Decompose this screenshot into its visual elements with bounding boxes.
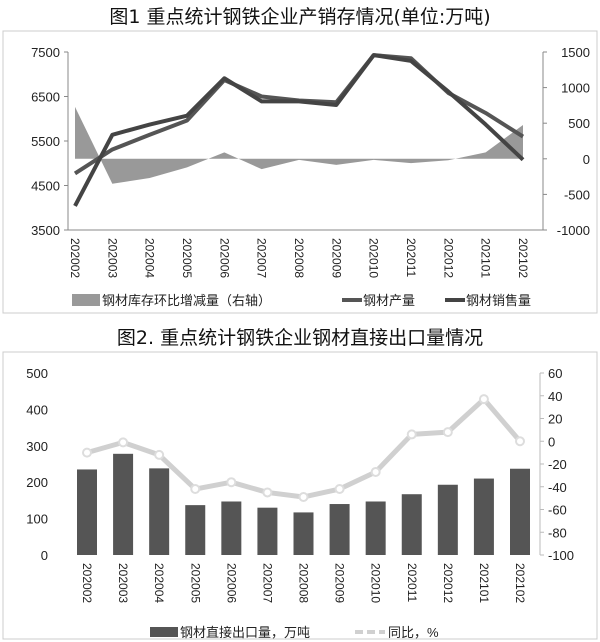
right-tick-label: 40 <box>548 389 562 404</box>
chart1-title: 图1 重点统计钢铁企业产销存情况(单位:万吨) <box>109 6 491 28</box>
chart-frame <box>2 30 598 314</box>
x-tick-label: 202102 <box>516 238 530 278</box>
right-tick-label: 0 <box>548 434 555 449</box>
export-bar <box>473 478 494 555</box>
right-tick-label: -1000 <box>557 223 590 238</box>
x-tick-label: 202006 <box>224 563 238 603</box>
legend-label-production: 钢材产量 <box>363 293 415 308</box>
chart2-title: 图2. 重点统计钢铁企业钢材直接出口量情况 <box>116 327 484 349</box>
yoy-point <box>154 449 165 460</box>
right-tick-label: 500 <box>568 116 590 131</box>
yoy-point <box>406 429 417 440</box>
x-tick-label: 202007 <box>255 238 269 278</box>
x-tick-label: 202009 <box>329 238 343 278</box>
yoy-point <box>262 487 273 498</box>
x-tick-label: 202002 <box>80 563 94 603</box>
right-tick-label: -100 <box>548 548 574 563</box>
legend-swatch-export <box>150 627 178 637</box>
right-tick-label: -40 <box>548 480 567 495</box>
yoy-point <box>334 484 345 495</box>
yoy-point <box>118 437 129 448</box>
x-tick-label: 202010 <box>367 238 381 278</box>
yoy-point <box>298 491 309 502</box>
left-tick-label: 100 <box>26 512 48 527</box>
export-bar <box>401 494 422 555</box>
x-tick-label: 202003 <box>105 238 119 278</box>
yoy-point <box>226 477 237 488</box>
x-tick-label: 202003 <box>116 563 130 603</box>
x-tick-label: 202102 <box>513 563 527 603</box>
yoy-point <box>82 447 92 458</box>
x-tick-label: 202101 <box>477 563 491 603</box>
x-tick-label: 202012 <box>441 238 455 278</box>
export-bar <box>185 505 206 555</box>
legend-label-yoy: 同比，% <box>388 625 439 640</box>
left-tick-label: 5500 <box>31 134 60 149</box>
sales-line <box>73 53 525 207</box>
legend-label-inventory: 钢材库存环比增减量（右轴） <box>102 293 271 308</box>
chart-frame <box>2 351 598 640</box>
x-tick-label: 202004 <box>152 563 166 603</box>
yoy-point <box>190 484 201 495</box>
export-bar <box>365 501 386 555</box>
x-tick-label: 202005 <box>188 563 202 603</box>
legend-label-sales: 钢材销售量 <box>466 293 531 308</box>
chart1: 7500 6500 5500 4500 3500 1500 1000 500 0 -500 -100… <box>2 30 598 314</box>
left-tick-label: 4500 <box>31 179 60 194</box>
x-tick-label: 202005 <box>180 238 194 278</box>
x-tick-label: 202008 <box>297 563 311 603</box>
yoy-point <box>515 436 525 447</box>
x-tick-label: 202011 <box>404 238 418 277</box>
left-tick-label: 200 <box>26 475 48 490</box>
x-tick-label: 202012 <box>441 563 455 603</box>
right-tick-label: 60 <box>548 366 562 381</box>
x-tick-label: 202004 <box>143 238 157 278</box>
right-tick-label: 20 <box>548 412 562 427</box>
right-tick-label: -80 <box>548 525 567 540</box>
left-tick-label: 500 <box>26 366 48 381</box>
x-tick-label: 202008 <box>292 238 306 278</box>
left-tick-label: 0 <box>41 548 48 563</box>
export-bar <box>77 469 97 555</box>
export-bar <box>293 512 314 555</box>
right-tick-label: -60 <box>548 503 567 518</box>
right-tick-label: -20 <box>548 457 567 472</box>
legend-swatch-inventory <box>72 294 100 306</box>
left-tick-label: 300 <box>26 439 48 454</box>
right-tick-label: 0 <box>583 152 590 167</box>
x-tick-label: 202009 <box>333 563 347 603</box>
x-tick-label: 202002 <box>68 238 82 278</box>
left-tick-label: 3500 <box>31 223 60 238</box>
x-tick-label: 202101 <box>479 238 493 278</box>
export-bar <box>257 507 278 555</box>
right-tick-label: 1000 <box>561 81 590 96</box>
export-bar <box>437 484 458 555</box>
left-tick-label: 400 <box>26 402 48 417</box>
x-tick-label: 202007 <box>260 563 274 603</box>
yoy-point <box>478 394 489 405</box>
right-tick-label: 1500 <box>561 45 590 60</box>
export-bar <box>221 501 242 555</box>
left-tick-label: 7500 <box>31 45 60 60</box>
x-tick-label: 202006 <box>217 238 231 278</box>
export-bar <box>149 468 170 555</box>
legend-label-export: 钢材直接出口量，万吨 <box>180 625 310 640</box>
yoy-point <box>370 466 381 477</box>
left-tick-label: 6500 <box>31 90 60 105</box>
x-tick-label: 202010 <box>369 563 383 603</box>
x-tick-label: 202011 <box>405 563 419 602</box>
export-bar <box>510 468 530 555</box>
inventory-change-area <box>75 106 523 184</box>
export-bar <box>329 504 350 555</box>
export-bar <box>113 453 134 555</box>
yoy-point <box>442 427 453 438</box>
right-tick-label: -500 <box>564 187 590 202</box>
